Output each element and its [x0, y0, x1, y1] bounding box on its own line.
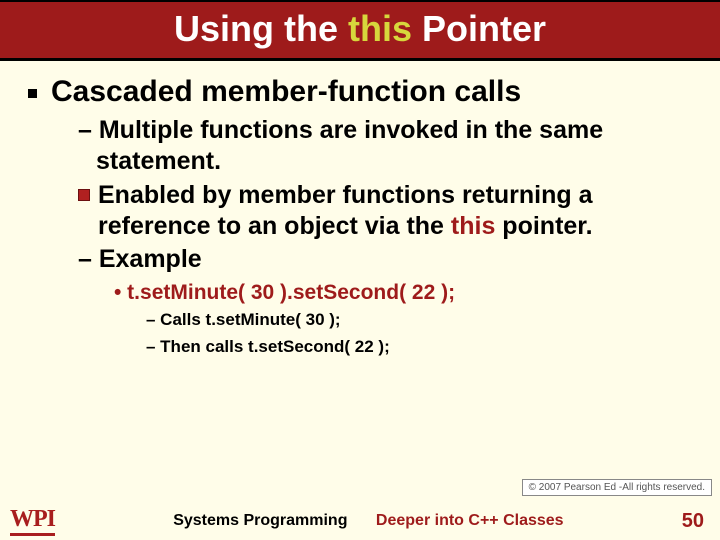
footer-left-text: Systems Programming — [173, 512, 347, 529]
bullet-level2-item2: Enabled by member functions returning a … — [78, 180, 696, 243]
slide-title: Using the this Pointer — [0, 8, 720, 50]
slide-content: Cascaded member-function calls – Multipl… — [0, 61, 720, 359]
title-post: Pointer — [412, 8, 546, 49]
footer-right-text: Deeper into C++ Classes — [376, 512, 564, 529]
bullet-level2-item1: – Multiple functions are invoked in the … — [78, 115, 696, 178]
title-bar: Using the this Pointer — [0, 0, 720, 61]
item2-keyword: this — [451, 212, 495, 240]
bullet-level1: Cascaded member-function calls — [28, 75, 696, 109]
item2-post: pointer. — [495, 212, 592, 240]
red-box-icon — [78, 189, 90, 201]
slide-footer: WPI Systems Programming Deeper into C++ … — [0, 502, 720, 540]
page-number: 50 — [682, 510, 704, 533]
sub-item1: – Calls t.setMinute( 30 ); — [146, 309, 696, 332]
footer-center: Systems Programming Deeper into C++ Clas… — [55, 512, 682, 530]
sub-item2: – Then calls t.setSecond( 22 ); — [146, 336, 696, 359]
wpi-logo: WPI — [10, 506, 55, 536]
title-pre: Using the — [174, 8, 348, 49]
square-bullet-icon — [28, 89, 37, 98]
logo-text: WPI — [10, 506, 55, 536]
copyright-notice: © 2007 Pearson Ed -All rights reserved. — [522, 479, 712, 496]
code-example: • t.setMinute( 30 ).setSecond( 22 ); — [114, 281, 696, 305]
lvl1-text: Cascaded member-function calls — [51, 75, 521, 109]
title-keyword: this — [348, 8, 412, 49]
item2-text: Enabled by member functions returning a … — [98, 180, 696, 243]
bullet-level2-item3: – Example — [78, 244, 696, 275]
